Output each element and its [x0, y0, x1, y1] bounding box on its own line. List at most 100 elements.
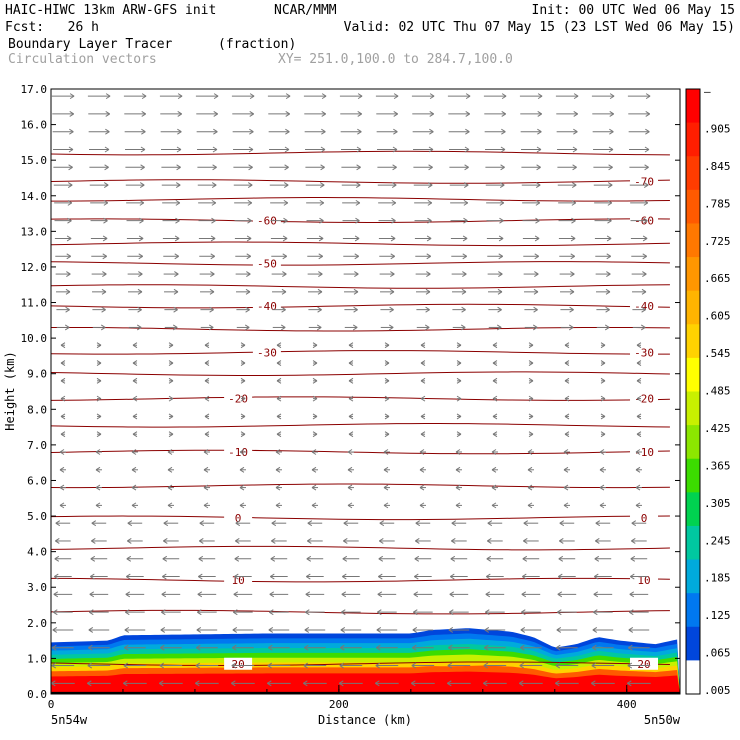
colorbar-frame [685, 88, 701, 695]
wind-arrowhead [342, 573, 347, 580]
wind-arrowhead [240, 377, 246, 384]
wind-arrowhead [428, 146, 434, 153]
wind-arrowhead [275, 449, 281, 455]
wind-arrowhead [485, 591, 491, 598]
wind-arrowhead [285, 128, 290, 135]
wind-arrowhead [60, 377, 66, 384]
wind-arrowhead [52, 644, 57, 651]
wind-arrowhead [208, 324, 214, 331]
wind-arrowhead [204, 360, 210, 366]
isotherm-line [51, 577, 670, 583]
colorbar-label: .005 [704, 684, 731, 697]
wind-arrowhead [384, 413, 390, 420]
wind-arrowhead [501, 110, 506, 117]
wind-arrowhead [591, 662, 597, 669]
wind-arrowhead [245, 288, 251, 295]
wind-arrowhead [282, 253, 287, 260]
wind-arrowhead [641, 306, 646, 313]
wind-arrowhead [176, 146, 182, 153]
wind-arrowhead [460, 324, 466, 331]
wind-arrowhead [248, 164, 253, 171]
wind-arrowhead [486, 555, 492, 562]
isotherm-label-bg [630, 574, 659, 587]
wind-arrowhead [528, 431, 534, 438]
wind-arrowhead [303, 680, 308, 687]
wind-arrowhead [645, 93, 651, 100]
wind-arrowhead [520, 627, 526, 633]
wind-arrowhead [630, 555, 636, 562]
wind-arrowhead [284, 164, 289, 171]
wind-arrowhead [564, 377, 570, 384]
wind-arrowhead [564, 413, 570, 420]
wind-arrowhead [533, 288, 539, 295]
wind-arrowhead [599, 466, 605, 473]
x-end-location: 5n50w [644, 713, 681, 727]
wind-arrowhead [198, 555, 204, 562]
wind-arrowhead [527, 449, 533, 455]
wind-arrowhead [87, 662, 93, 669]
wind-arrowhead [462, 235, 468, 242]
wind-arrowhead [283, 199, 289, 206]
wind-arrowhead [492, 377, 498, 384]
wind-arrowhead [105, 128, 110, 135]
wind-arrowhead [235, 538, 240, 544]
wind-arrowhead [204, 413, 210, 420]
wind-arrowhead [132, 431, 138, 438]
wind-arrowhead [555, 662, 561, 669]
isotherm-label: 0 [641, 512, 648, 525]
wind-arrowhead [348, 413, 354, 420]
forecast-hour: Fcst: 26 h [5, 20, 99, 35]
wind-arrowhead [629, 609, 634, 616]
y-tick-label: 8.0 [27, 403, 47, 416]
wind-arrowhead [572, 164, 577, 171]
colorbar-swatch [686, 122, 700, 157]
wind-arrowhead [463, 199, 469, 206]
wind-arrowhead [311, 502, 317, 509]
wind-arrowhead [139, 199, 145, 206]
isotherm-label: -10 [228, 446, 248, 459]
wind-arrowhead [174, 235, 180, 242]
wind-arrowhead [527, 502, 533, 509]
isotherm-label-bg [252, 300, 281, 313]
field2-name: Circulation vectors [8, 52, 157, 67]
wind-arrowhead [412, 644, 417, 651]
wind-arrowhead [104, 146, 110, 153]
wind-arrowhead [53, 591, 59, 598]
wind-arrowhead [535, 182, 541, 189]
wind-arrowhead [103, 217, 108, 224]
wind-arrowhead [557, 609, 562, 616]
wind-arrowhead [197, 609, 202, 616]
wind-arrowhead [319, 199, 325, 206]
wind-arrowhead [420, 377, 426, 384]
colorbar-swatch [686, 458, 700, 493]
wind-arrowhead [487, 520, 493, 527]
wind-arrowhead [528, 360, 534, 366]
wind-arrowhead [635, 466, 641, 473]
wind-arrowhead [484, 644, 489, 651]
wind-arrowhead [378, 555, 384, 562]
y-tick-label: 3.0 [27, 581, 47, 594]
isotherm-label: -20 [228, 393, 248, 406]
wind-arrowhead [276, 342, 282, 349]
wind-arrowhead [447, 662, 453, 669]
colorbar-label: .425 [704, 422, 731, 435]
wind-arrowhead [570, 235, 576, 242]
y-tick-label: 12.0 [21, 261, 48, 274]
wind-arrowhead [203, 466, 209, 473]
wind-arrowhead [593, 591, 599, 598]
wind-arrowhead [96, 377, 102, 384]
wind-arrowhead [592, 627, 598, 633]
colorbar-label: – [704, 85, 711, 98]
wind-arrowhead [627, 680, 632, 687]
wind-arrowhead [450, 555, 456, 562]
wind-arrowhead [105, 110, 110, 117]
wind-arrowhead [391, 199, 397, 206]
wind-arrowhead [321, 128, 326, 135]
wind-arrowhead [311, 466, 317, 473]
wind-arrowhead [642, 235, 648, 242]
wind-arrowhead [420, 431, 426, 438]
wind-arrowhead [211, 182, 217, 189]
wind-arrowhead [532, 324, 538, 331]
wind-arrowhead [636, 360, 642, 366]
wind-arrowhead [175, 199, 181, 206]
